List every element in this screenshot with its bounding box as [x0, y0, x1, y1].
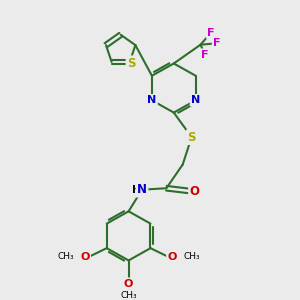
Text: O: O: [167, 252, 177, 262]
Text: CH₃: CH₃: [120, 291, 137, 300]
Text: F: F: [213, 38, 220, 48]
Text: N: N: [137, 183, 147, 196]
Text: O: O: [80, 252, 90, 262]
Text: S: S: [127, 57, 136, 70]
Text: O: O: [190, 184, 200, 198]
Text: N: N: [147, 95, 157, 105]
Text: H: H: [132, 185, 141, 195]
Text: N: N: [191, 95, 200, 105]
Text: F: F: [207, 28, 215, 38]
Text: CH₃: CH₃: [183, 252, 200, 261]
Text: F: F: [201, 50, 209, 60]
Text: CH₃: CH₃: [57, 252, 74, 261]
Text: S: S: [188, 130, 196, 144]
Text: O: O: [124, 279, 133, 289]
